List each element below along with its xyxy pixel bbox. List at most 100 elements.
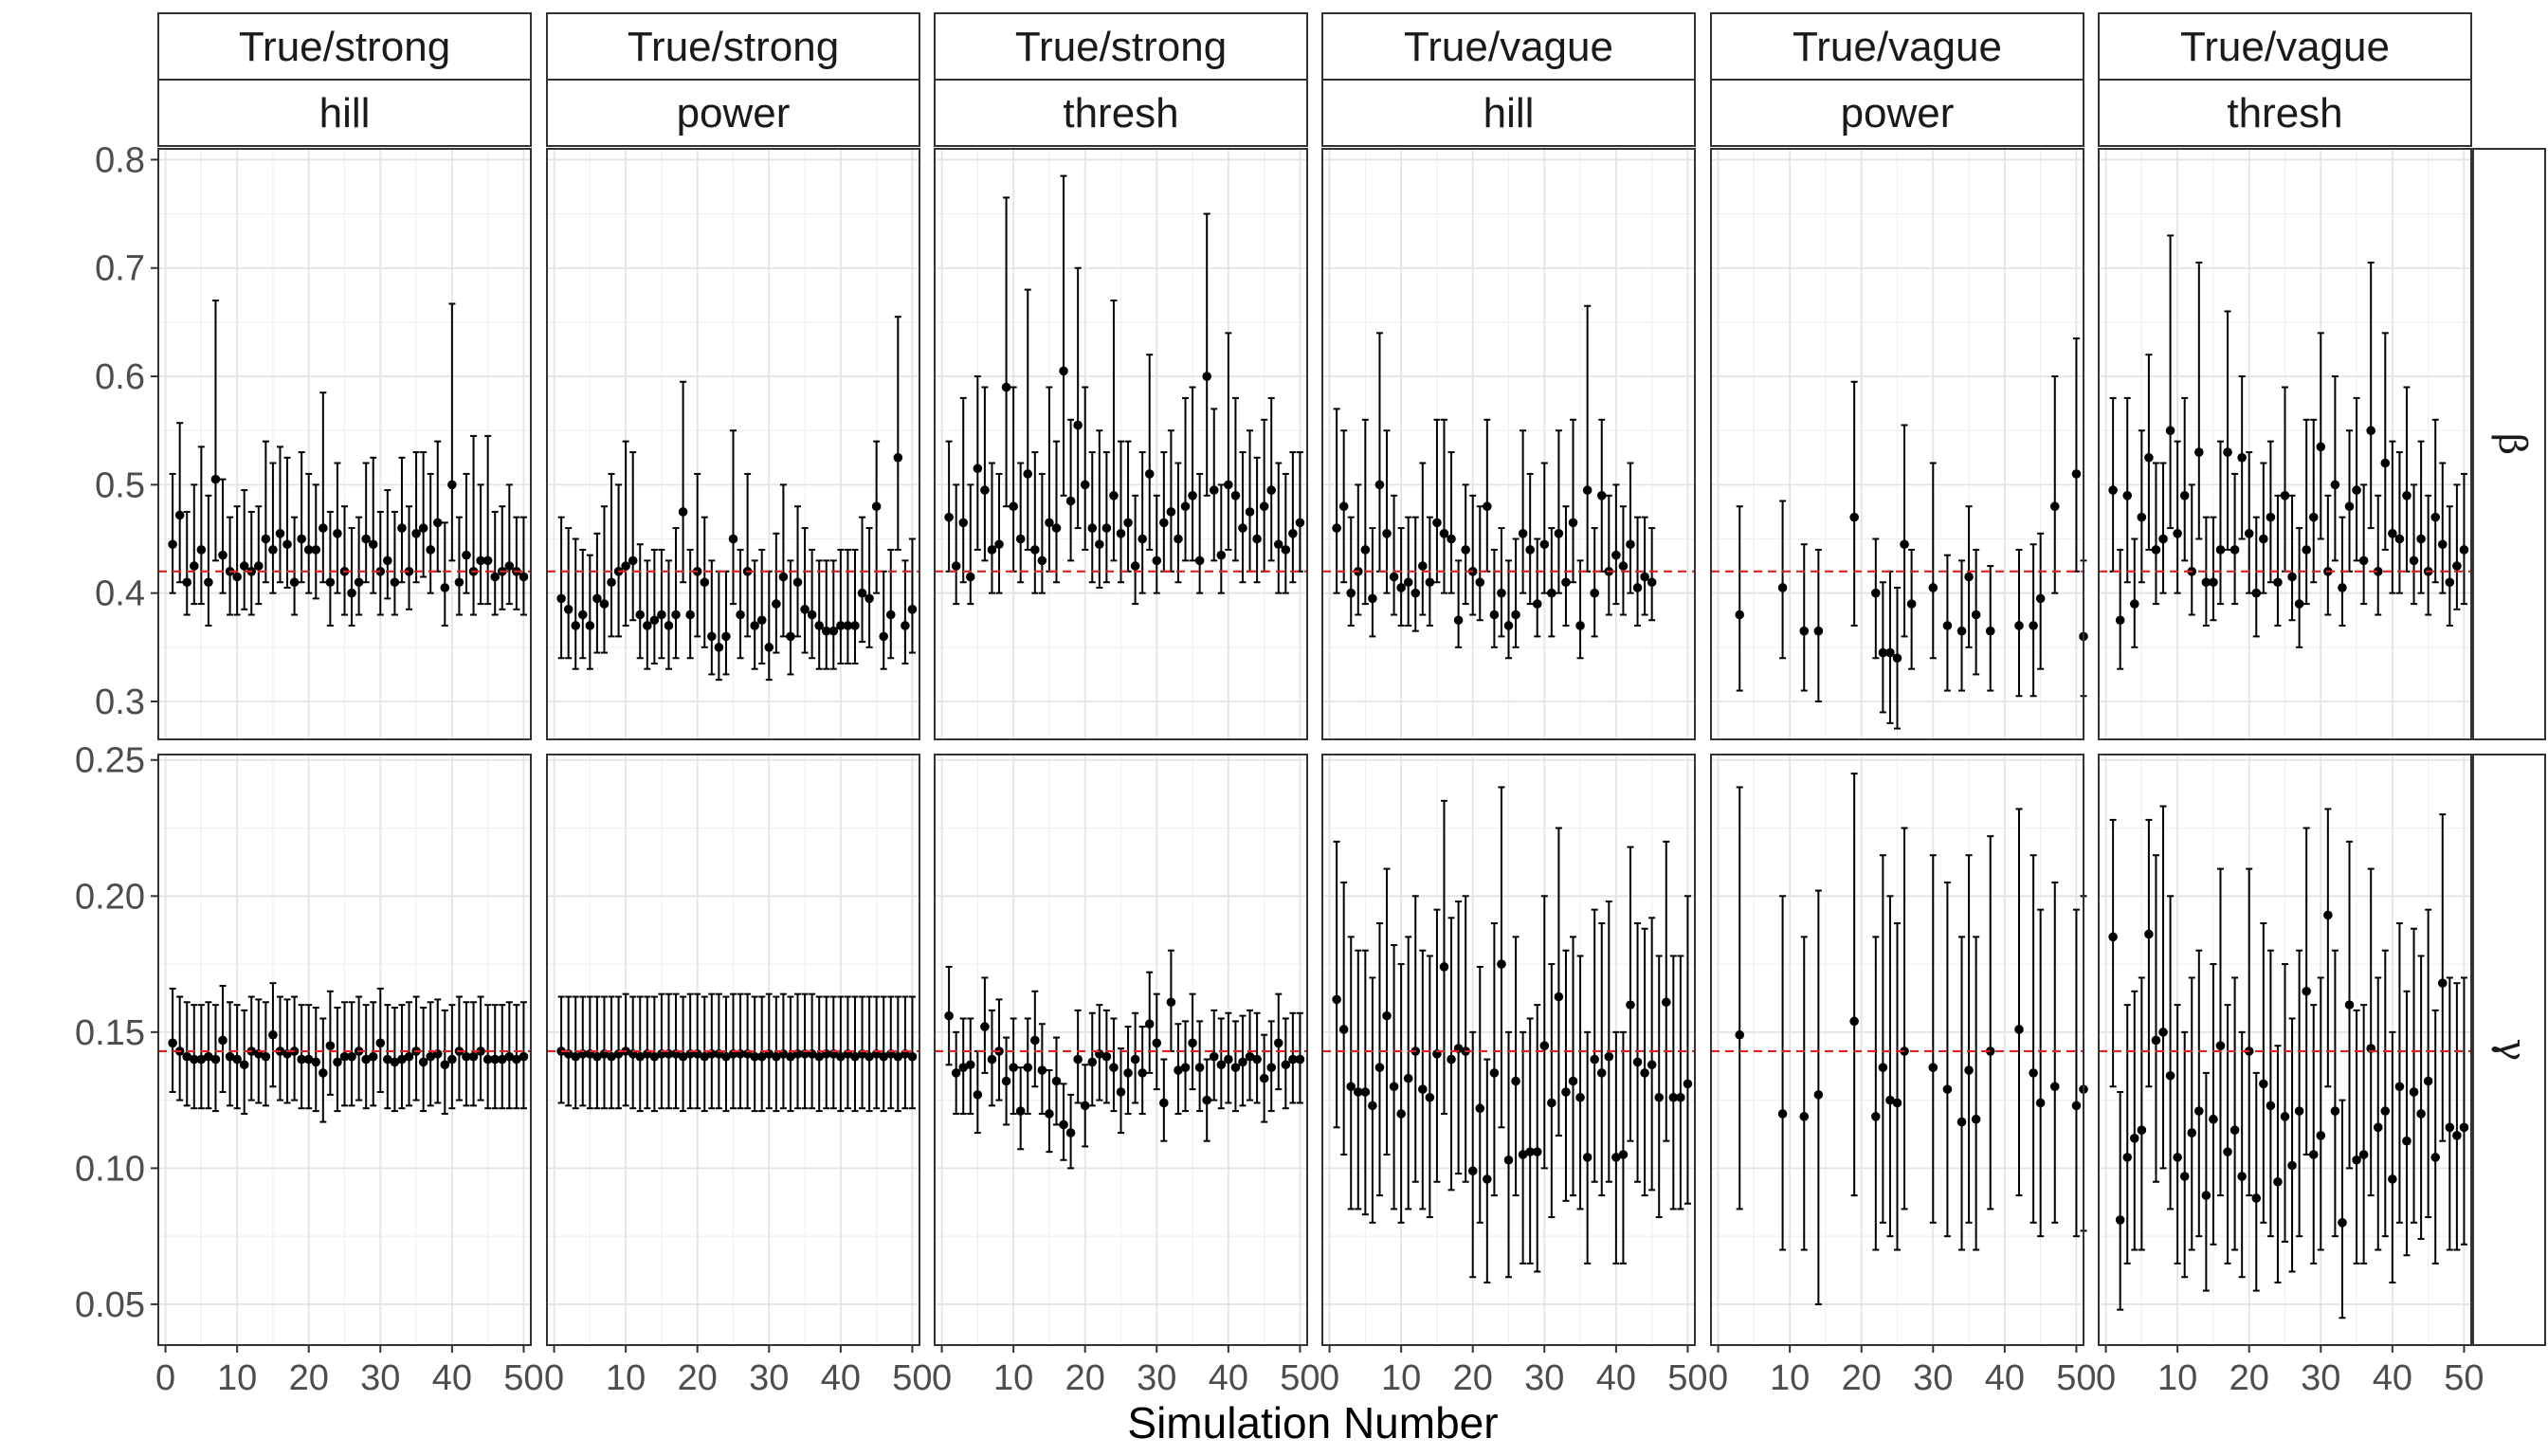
data-point <box>621 561 630 571</box>
data-point <box>383 1054 392 1065</box>
data-point <box>678 507 688 517</box>
data-point <box>390 1057 400 1067</box>
data-point <box>1640 1068 1649 1078</box>
data-point <box>1892 1098 1902 1108</box>
data-point <box>368 1051 378 1062</box>
strip-label-model: thresh <box>2227 90 2342 136</box>
panels-layer: True/strong hill True/strong power True/stro… <box>75 12 2546 1398</box>
data-point <box>1166 997 1176 1008</box>
y-tick-label: 0.5 <box>95 465 145 505</box>
data-point <box>1281 545 1291 555</box>
x-tick-label: 50 <box>2444 1358 2484 1398</box>
data-point <box>1403 577 1413 588</box>
y-tick-label: 0.3 <box>95 682 145 722</box>
data-point <box>1382 1010 1392 1021</box>
data-point <box>907 605 918 614</box>
data-point <box>196 1054 207 1065</box>
data-point <box>1447 534 1456 544</box>
data-point <box>750 621 759 630</box>
data-point <box>607 1051 616 1062</box>
data-point <box>2029 1068 2038 1078</box>
data-point <box>2352 1155 2361 1165</box>
data-point <box>2165 1070 2175 1081</box>
data-point <box>2416 534 2426 544</box>
data-point <box>1382 529 1392 538</box>
data-point <box>2437 539 2448 550</box>
data-point <box>1611 1153 1621 1162</box>
data-point <box>1626 539 1635 550</box>
data-point <box>361 534 371 544</box>
data-point <box>1238 523 1247 533</box>
y-tick-label: 0.10 <box>75 1149 145 1189</box>
data-point <box>1338 501 1349 512</box>
data-point <box>1273 1038 1283 1048</box>
data-point <box>1618 561 1629 571</box>
data-point <box>1252 534 1262 544</box>
data-point <box>418 523 428 533</box>
data-point <box>643 621 652 630</box>
data-point <box>879 631 889 642</box>
data-point <box>2308 1150 2319 1159</box>
data-point <box>2122 1153 2133 1162</box>
data-point <box>2316 1131 2326 1140</box>
x-tick-label: 50 <box>1280 1358 1320 1398</box>
data-point <box>2273 1176 2283 1187</box>
data-point <box>454 577 464 588</box>
data-point <box>2144 929 2154 939</box>
x-tick-label: 40 <box>432 1358 472 1398</box>
data-point <box>333 1057 342 1067</box>
data-point <box>836 621 846 630</box>
data-point <box>325 577 336 588</box>
x-tick-label: 30 <box>360 1358 400 1398</box>
data-point <box>1596 1068 1607 1078</box>
data-point <box>1885 647 1895 658</box>
data-point <box>1374 480 1385 490</box>
data-point <box>2237 452 2247 463</box>
data-point <box>2459 1122 2469 1133</box>
data-point <box>951 561 961 571</box>
data-point <box>944 1010 954 1021</box>
data-point <box>1403 1073 1413 1083</box>
data-point <box>1568 518 1578 528</box>
data-point <box>2388 529 2397 538</box>
data-point <box>1475 577 1485 588</box>
data-point <box>1632 583 1643 592</box>
data-point <box>2158 1028 2168 1037</box>
data-point <box>2151 1035 2161 1046</box>
data-point <box>1109 490 1119 500</box>
data-point <box>1295 518 1305 528</box>
data-point <box>1813 1090 1824 1100</box>
data-point <box>700 577 710 588</box>
y-tick-label: 0.20 <box>75 877 145 917</box>
x-tick-label: 10 <box>1381 1358 1421 1398</box>
data-point <box>1475 1103 1485 1114</box>
data-point <box>282 539 292 550</box>
data-point <box>1045 518 1054 528</box>
facet-panel <box>157 754 532 1346</box>
data-point <box>1900 1046 1909 1056</box>
data-point <box>756 615 767 626</box>
data-point <box>182 577 192 588</box>
data-point <box>2194 1106 2204 1116</box>
data-point <box>476 555 485 566</box>
data-point <box>2259 1079 2268 1089</box>
data-point <box>1518 1150 1528 1159</box>
data-point <box>2338 1218 2347 1228</box>
x-tick-label: 50 <box>2056 1358 2096 1398</box>
row-strip-label: γ <box>2490 1039 2534 1062</box>
strip-label-prior: True/strong <box>239 24 450 70</box>
data-point <box>1360 1087 1371 1097</box>
data-point <box>1245 507 1255 517</box>
data-point <box>778 572 789 582</box>
x-tick-label: 20 <box>1453 1358 1493 1398</box>
data-point <box>592 593 602 604</box>
data-point <box>607 577 616 588</box>
data-point <box>354 577 364 588</box>
x-tick-label: 0 <box>1708 1358 1728 1398</box>
data-point <box>821 626 831 636</box>
data-point <box>772 599 781 609</box>
facet-panel <box>1710 148 2088 740</box>
data-point <box>879 1051 889 1062</box>
data-point <box>1174 534 1183 544</box>
